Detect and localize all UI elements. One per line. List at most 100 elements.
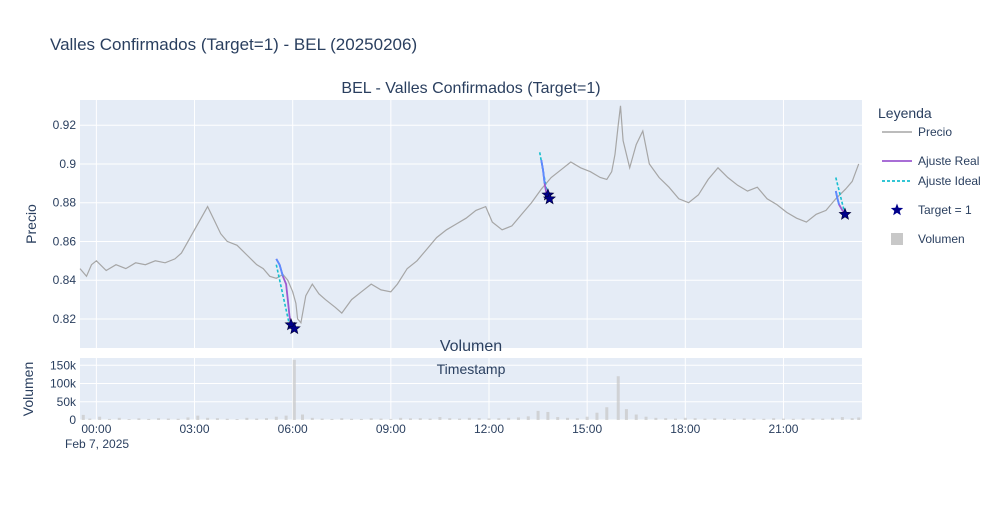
real-fit-line-start [540, 159, 546, 184]
volume-bar [292, 359, 296, 420]
volume-bar [575, 418, 579, 420]
volume-bar [713, 418, 717, 420]
price-y-ticks: 0.82 0.84 0.86 0.88 0.9 0.92 [53, 118, 77, 326]
volume-y-tick-label: 0 [69, 413, 76, 427]
volume-bar [330, 418, 334, 420]
price-y-tick-label: 0.84 [53, 273, 77, 287]
volume-x-axis-label: Timestamp [437, 361, 506, 377]
volume-bar [821, 418, 825, 420]
legend-item[interactable]: Target = 1 [890, 203, 972, 217]
volume-bar [369, 418, 373, 420]
volume-bar [320, 418, 324, 420]
volume-bar [245, 417, 249, 420]
volume-bar [526, 416, 530, 420]
volume-bar [467, 417, 471, 420]
legend-item[interactable]: Precio [882, 125, 952, 139]
volume-bar [310, 417, 314, 420]
legend-item[interactable]: Ajuste Ideal [882, 174, 981, 188]
volume-bar [654, 417, 658, 420]
figure-title: Valles Confirmados (Target=1) - BEL (202… [50, 35, 417, 54]
volume-bar [605, 407, 609, 420]
volume-bar [673, 418, 677, 420]
volume-bar [703, 418, 707, 420]
legend-title: Leyenda [878, 105, 932, 121]
volume-bar [791, 418, 795, 420]
volume-bar [255, 418, 259, 420]
price-y-tick-label: 0.88 [53, 196, 77, 210]
legend-item-label: Ajuste Ideal [918, 174, 981, 188]
volume-bar [811, 418, 815, 420]
volume-bar [752, 418, 756, 420]
volume-bar [176, 418, 180, 420]
volume-bar [235, 419, 239, 420]
volume-bar [683, 417, 687, 420]
x-axis-date-label: Feb 7, 2025 [65, 437, 129, 451]
price-plot-area [80, 100, 862, 348]
volume-bar [300, 414, 304, 420]
volume-bar [81, 414, 85, 420]
volume-bar [438, 417, 442, 420]
volume-y-tick-label: 150k [50, 358, 77, 372]
x-tick-label: 03:00 [180, 422, 210, 436]
volume-bar [117, 417, 121, 420]
volume-bar [644, 416, 648, 420]
volume-y-tick-label: 100k [50, 377, 77, 391]
volume-bar [458, 418, 462, 420]
volume-bar [556, 417, 560, 420]
volume-bar [428, 418, 432, 420]
volume-bar [418, 418, 422, 420]
legend-swatch-square [891, 233, 903, 245]
volume-bar [340, 418, 344, 420]
real-fit-line-start [834, 190, 840, 205]
volume-bar [840, 417, 844, 420]
legend-item-label: Precio [918, 125, 952, 139]
volume-chart-title: Volumen [440, 338, 502, 355]
volume-bar [693, 418, 697, 420]
volume-bar [595, 412, 599, 420]
volume-bar [477, 417, 481, 420]
volume-bar [196, 415, 200, 420]
volume-bar [732, 418, 736, 420]
volume-bar [448, 418, 452, 420]
x-tick-label: 12:00 [474, 422, 504, 436]
ideal-fit-line [835, 177, 846, 215]
volume-bar [284, 415, 288, 420]
volume-bar [616, 376, 620, 420]
volume-bar [566, 417, 570, 420]
volume-bar [772, 418, 776, 420]
volume-bar [723, 418, 727, 420]
volume-bar [98, 416, 102, 420]
volume-bar [127, 419, 131, 420]
volume-bar [379, 418, 383, 420]
volume-bar [801, 418, 805, 420]
volume-bar [634, 414, 638, 420]
ideal-fit-line [275, 264, 291, 325]
legend-item-label: Ajuste Real [918, 154, 979, 168]
volume-bar [215, 418, 219, 420]
price-y-tick-label: 0.92 [53, 118, 77, 132]
price-series-layer [79, 105, 860, 335]
volume-grid [80, 358, 862, 421]
volume-bar [781, 418, 785, 420]
volume-bar [664, 418, 668, 420]
legend-item[interactable]: Volumen [891, 232, 965, 246]
x-tick-label: 15:00 [572, 422, 602, 436]
price-y-axis-label: Precio [23, 204, 39, 244]
volume-y-ticks: 0 50k 100k 150k [50, 358, 77, 427]
x-axis-ticks: 00:00 03:00 06:00 09:00 12:00 15:00 18:00 21:00 [81, 422, 798, 436]
volume-bar [359, 418, 363, 420]
volume-bars-layer [81, 359, 861, 420]
price-y-tick-label: 0.86 [53, 234, 77, 248]
price-line [79, 105, 860, 325]
volume-bar [585, 416, 589, 420]
price-y-tick-label: 0.9 [59, 157, 76, 171]
legend[interactable]: Leyenda Precio Ajuste Real Ajuste Ideal Tar… [878, 105, 981, 246]
volume-bar [206, 417, 210, 420]
legend-item[interactable]: Ajuste Real [882, 154, 979, 168]
volume-bar [408, 418, 412, 420]
volume-bar [274, 416, 278, 420]
volume-bar [157, 418, 161, 420]
volume-bar [497, 418, 501, 420]
volume-bar [186, 417, 190, 420]
price-grid [80, 100, 862, 348]
